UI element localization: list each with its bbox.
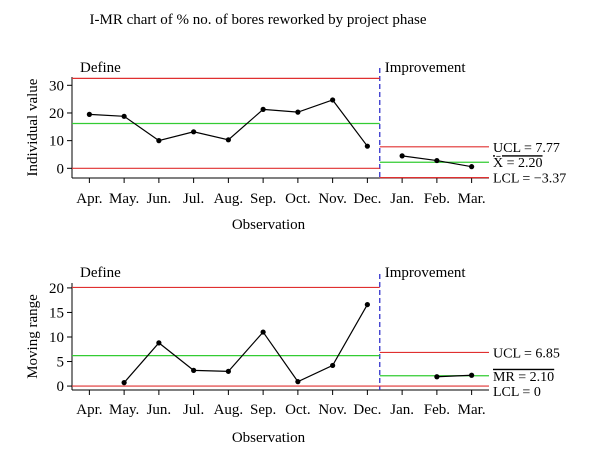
y-axis-title: Moving range [25,294,41,379]
chart-title: I-MR chart of % no. of bores reworked by… [90,12,427,28]
limit-label: LCL = 0 [493,385,541,400]
data-point [469,164,475,170]
limit-label: MR = 2.10 [493,370,554,385]
data-point [260,106,266,112]
x-axis-title: Observation [232,430,306,446]
phase-label: Improvement [385,60,467,76]
x-tick-label: Nov. [318,191,347,207]
phase-label: Improvement [385,265,467,281]
x-tick-label: Jul. [183,191,204,207]
x-axis-title: Observation [232,217,306,233]
y-tick-label: 5 [57,355,65,371]
y-axis-title: Individual value [25,78,41,176]
y-tick-label: 15 [49,305,64,321]
x-tick-label: May. [109,191,139,207]
individuals-panel: 0 10 20 30 Apr. May. Jun. Jul. Aug. Sep. Oct. Nov. D… [25,60,566,233]
moving-range-panel: 0 5 10 15 20 Apr. May. Jun. Jul. Aug. Sep. Oct. Nov.… [25,265,560,446]
x-tick-label: Jul. [183,402,204,418]
data-point [121,380,127,386]
x-tick-label: Mar. [458,191,486,207]
data-point [191,129,197,135]
data-point [330,362,336,369]
x-tick-label: Aug. [214,191,244,207]
y-tick-label: 0 [57,379,65,395]
x-tick-label: Feb. [424,191,450,207]
data-point [156,340,162,346]
y-tick-label: 10 [49,134,64,150]
y-tick-label: 0 [57,161,65,177]
y-tick-label: 30 [49,78,64,94]
limit-label: UCL = 6.85 [493,346,560,361]
x-tick-label: Dec. [353,191,381,207]
x-tick-label: Jun. [147,191,172,207]
x-tick-label: Aug. [214,402,244,418]
data-point [399,153,405,159]
data-point [364,143,370,149]
x-tick-label: Oct. [285,191,310,207]
x-tick-label: Jan. [390,191,414,207]
x-tick-label: Oct. [285,402,310,418]
data-point [364,301,370,308]
y-tick-label: 20 [49,281,64,297]
data-point [86,111,92,117]
data-point [469,372,475,378]
series-line [436,374,472,378]
limit-label: LCL = −3.37 [493,172,566,187]
data-point [434,157,440,164]
data-point [295,109,301,115]
x-tick-label: Nov. [318,402,347,418]
data-point [191,367,197,373]
data-point [225,368,231,374]
data-point [434,374,440,380]
x-tick-label: May. [109,402,139,418]
x-tick-label: Sep. [250,191,276,207]
x-tick-label: Mar. [458,402,486,418]
x-tick-label: Dec. [353,402,381,418]
y-tick-label: 20 [49,106,64,122]
x-tick-label: Feb. [424,402,450,418]
data-point [295,379,301,385]
limit-label: X̄ = 2.20 [493,156,543,172]
data-point [156,138,162,144]
data-point [260,329,266,335]
x-tick-label: Sep. [250,402,276,418]
x-tick-label: Apr. [76,402,102,418]
x-tick-label: Apr. [76,191,102,207]
data-point [330,97,336,103]
y-tick-label: 10 [49,330,64,346]
data-point [121,113,127,119]
phase-label: Define [80,60,121,76]
phase-label: Define [80,265,121,281]
x-tick-label: Jan. [390,402,414,418]
x-tick-label: Jun. [147,402,172,418]
limit-label: UCL = 7.77 [493,141,560,156]
data-point [225,137,231,143]
series-line [123,304,368,384]
